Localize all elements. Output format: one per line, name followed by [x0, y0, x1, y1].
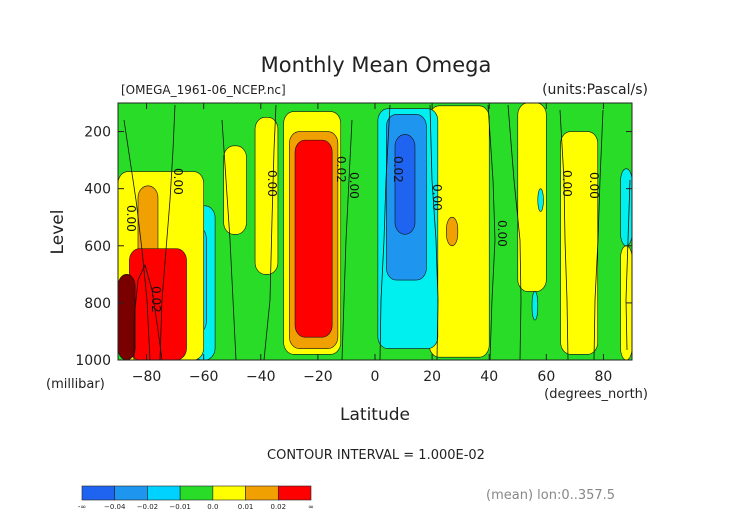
- contour-region-orange: [446, 216, 459, 247]
- contour-line: [507, 104, 522, 361]
- contour-region-yellow: [254, 116, 279, 275]
- colorbar: -∞ −0.04 −0.02 −0.01 0.0 0.01 0.02 ∞: [78, 485, 314, 511]
- colorbar-swatch: [212, 485, 246, 501]
- colorbar-label: 0.02: [270, 503, 286, 511]
- colorbar-label: -∞: [78, 503, 86, 511]
- contour-region-maroon: [117, 274, 136, 361]
- contour-line: [487, 104, 496, 361]
- contour-region-yellow: [560, 131, 599, 355]
- contour-region-red: [294, 139, 333, 338]
- plot-area: 0.00 0.00 0.00 0.02 0.02 0.00 0.00 0.00 …: [117, 102, 633, 361]
- units-label: (units:Pascal/s): [542, 82, 648, 98]
- contour-label: 0.00: [430, 184, 444, 211]
- x-tick-label: 0: [371, 369, 380, 385]
- footer-mean-text: (mean) lon:0..357.5: [486, 488, 615, 503]
- contour-label: 0.02: [149, 286, 163, 313]
- colorbar-swatch: [277, 485, 312, 501]
- contour-label: 0.00: [560, 170, 574, 197]
- contour-line: [559, 109, 569, 361]
- contour-label: 0.00: [347, 172, 361, 199]
- x-tick-label: 80: [595, 369, 613, 385]
- colorbar-label: −0.01: [169, 503, 190, 511]
- contour-label: 0.00: [587, 172, 601, 199]
- contour-line: [133, 263, 163, 361]
- y-tick-label: 400: [84, 182, 111, 198]
- contour-label: 0.00: [124, 205, 138, 232]
- contour-region-yellow: [428, 105, 490, 358]
- contour-labels: 0.00 0.00 0.00 0.02 0.02 0.00 0.00 0.00 …: [124, 156, 601, 313]
- contour-label: 0.02: [391, 156, 405, 183]
- y-tick-label: 200: [84, 125, 111, 141]
- contour-line: [221, 119, 237, 361]
- chart-title: Monthly Mean Omega: [261, 53, 492, 77]
- x-axis-label: Latitude: [340, 405, 410, 425]
- contour-line: [429, 104, 439, 361]
- x-tick-label: −60: [189, 369, 219, 385]
- contour-line: [263, 104, 277, 361]
- contour-line: [593, 109, 604, 361]
- contour-line: [123, 119, 151, 361]
- contour-region-dark_blue: [394, 134, 416, 235]
- y-axis-label: Level: [48, 210, 68, 255]
- colorbar-label: 0.0: [207, 503, 218, 511]
- colorbar-label: ∞: [308, 503, 314, 511]
- colorbar-label: 0.01: [238, 503, 254, 511]
- y-tick-label: 600: [84, 239, 111, 255]
- colorbar-swatch: [147, 485, 181, 501]
- y-tick-label: 1000: [75, 353, 111, 369]
- contour-region-cyan: [537, 188, 544, 212]
- x-tick-label: −40: [246, 369, 276, 385]
- x-tick-label: −20: [303, 369, 333, 385]
- y-axis: 200 400 600 800 1000: [75, 125, 632, 369]
- x-tick-label: 20: [423, 369, 441, 385]
- colorbar-label: −0.04: [104, 503, 126, 511]
- colorbar-label: −0.02: [137, 503, 158, 511]
- colorbar-swatch: [81, 485, 116, 501]
- colorbar-swatch: [114, 485, 148, 501]
- x-tick-label: 60: [537, 369, 555, 385]
- x-axis: −80 −60 −40 −20 0 20 40 60 80: [132, 103, 613, 385]
- colorbar-swatch: [179, 485, 214, 501]
- contour-line: [341, 119, 353, 361]
- contour-label: 0.02: [334, 156, 348, 183]
- file-label: [OMEGA_1961-06_NCEP.nc]: [121, 83, 286, 97]
- colorbar-swatch: [245, 485, 279, 501]
- contour-interval-text: CONTOUR INTERVAL = 1.000E-02: [267, 448, 485, 463]
- contour-label: 0.00: [171, 168, 185, 195]
- contour-label: 0.00: [265, 170, 279, 197]
- contour-region-cyan: [531, 291, 539, 321]
- contour-line: [379, 104, 391, 361]
- contour-line-layer: [123, 104, 631, 361]
- contour-label: 0.00: [495, 220, 509, 247]
- contour-line: [625, 179, 631, 351]
- y-axis-units: (millibar): [46, 377, 105, 392]
- contour-line: [159, 104, 176, 361]
- x-tick-label: −80: [132, 369, 162, 385]
- x-tick-label: 40: [480, 369, 498, 385]
- y-tick-label: 800: [84, 296, 111, 312]
- contour-region-yellow: [223, 145, 247, 235]
- x-axis-units: (degrees_north): [544, 387, 648, 402]
